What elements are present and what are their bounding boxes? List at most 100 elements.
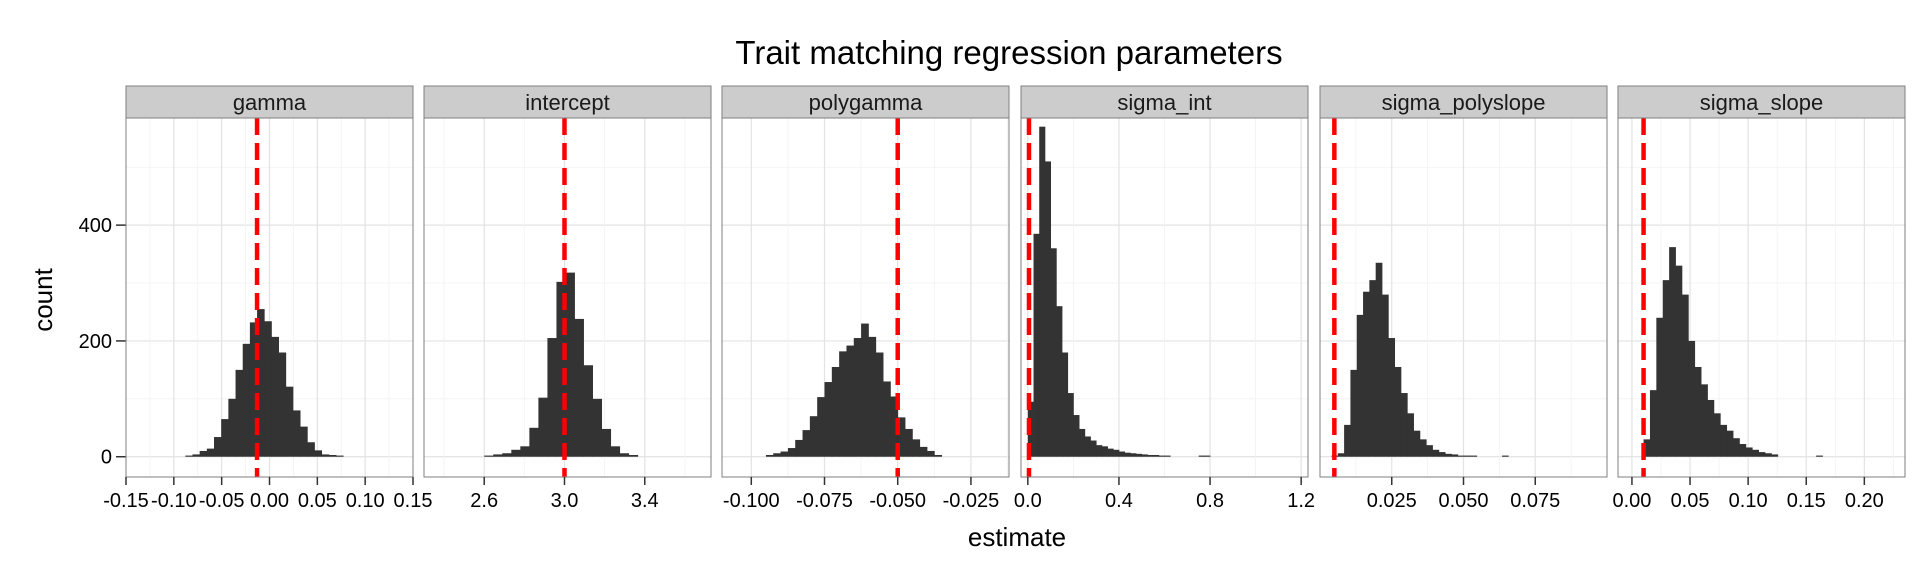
histogram-bar [314,450,323,457]
histogram-bar [1413,430,1421,457]
histogram-bar [868,336,877,457]
panel-border [721,117,1010,478]
histogram-bar [905,428,913,457]
x-tick-label: -0.15 [103,490,149,512]
histogram-bar [300,426,308,457]
histogram-bar [1350,369,1358,457]
histogram-bars [1027,126,1211,457]
histogram-bar [547,338,557,457]
histogram-bar [1745,447,1753,457]
histogram-bar [601,428,612,457]
facet-strip-label: sigma_int [1117,90,1211,115]
facet-strip [423,85,712,119]
x-axis-title: estimate [968,522,1066,552]
histogram-bar [1771,454,1779,457]
histogram-bar [1204,455,1211,457]
x-tick-label: 0.05 [1671,490,1710,512]
histogram-bar [1445,453,1452,457]
histogram-bar [1090,440,1097,457]
x-tick-label: 0.10 [346,490,385,512]
x-tick-label: -0.025 [943,490,1000,512]
facet-panel-sigma-slope: sigma_slope 0.00 0.05 0.10 0.15 0.20 [1612,85,1906,512]
histogram-bars [185,309,344,457]
y-axis-title: count [28,267,58,331]
histogram-bar [1432,449,1440,457]
histogram-bar [1375,262,1383,457]
histogram-bar [285,386,294,457]
histogram-bar [520,446,530,457]
histogram-bar [1694,366,1702,457]
histogram-bars [1643,247,1823,457]
histogram-bar [1752,449,1759,457]
histogram-bar [1073,415,1080,457]
x-tick-label: 3.0 [551,490,579,512]
y-tick-label: 0 [101,447,112,469]
histogram-bar [802,430,811,457]
histogram-bar [328,454,337,457]
panel-border [1617,117,1906,478]
histogram-bar [1158,455,1165,457]
histogram-bar [1147,454,1154,457]
histogram-bar [1419,439,1427,457]
histogram-bar [1707,399,1715,457]
histogram-bar [1062,352,1069,457]
facet-strip [125,85,414,119]
histogram-bars [765,323,943,457]
histogram-bar [1451,454,1459,457]
histogram-bar [765,454,774,457]
panel-border [423,117,712,478]
histogram-bar [1662,280,1670,457]
histogram-bar [1733,438,1740,457]
histogram-bar [1656,317,1664,457]
histogram-bar [1136,453,1143,457]
histogram-bar [1713,413,1721,457]
histogram-bar [493,454,503,457]
histogram-bar [1044,161,1052,457]
histogram-bars [484,272,639,457]
histogram-bar [1344,424,1351,457]
x-tick-label: 0.00 [1612,490,1651,512]
histogram-bar [228,398,236,457]
histogram-bar [1107,448,1114,457]
histogram-bar [1739,443,1747,457]
histogram-bar [1356,314,1364,457]
histogram-bar [1363,291,1370,457]
histogram-bar [1394,366,1402,457]
histogram-bar [278,352,287,457]
histogram-bar [1464,455,1471,457]
histogram-bar [502,453,512,457]
histogram-bar [1758,452,1766,457]
histogram-bar [321,454,330,457]
histogram-bar [484,455,494,457]
histogram-bar [1124,452,1131,457]
x-axis: -0.100 -0.075 -0.050 -0.025 [723,477,999,512]
histogram-bar [583,365,593,457]
histogram-bar [271,336,279,457]
histogram-bar [934,454,943,457]
histogram-bar [861,323,869,457]
histogram-bar [912,439,921,457]
histogram-bar [1113,449,1120,457]
histogram-bar [185,455,193,457]
histogram-bar [1369,280,1377,457]
histogram-bar [875,352,884,457]
x-tick-label: -0.10 [151,490,197,512]
facet-panel-polygamma: polygamma -0.100 -0.075 -0.050 -0.025 [721,85,1010,512]
facet-strip-label: intercept [525,90,609,115]
facet-strip-label: sigma_polyslope [1382,90,1546,115]
histogram-bar [1457,455,1465,457]
facet-strip-label: sigma_slope [1700,90,1824,115]
x-tick-label: 0.05 [298,490,337,512]
x-tick-label: 0.10 [1729,490,1768,512]
histogram-bar [831,366,840,457]
facet-strip-label: polygamma [809,90,923,115]
histogram-bar [1470,455,1478,457]
histogram-bar [787,448,796,457]
facet-panels: gamma-0.15 -0.10 -0.05 0.00 0.05 0.10 0.15inte… [103,85,1906,512]
histogram-bar [292,410,301,457]
histogram-bar [1067,393,1074,457]
histogram-bar [809,416,818,457]
histogram-bar [619,453,630,457]
histogram-bar [529,427,539,457]
